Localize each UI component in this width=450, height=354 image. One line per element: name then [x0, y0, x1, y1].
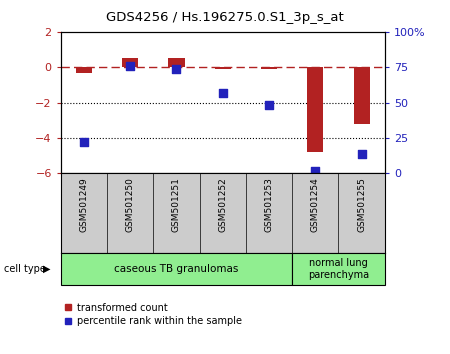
Bar — [168, 58, 184, 67]
Text: normal lung
parenchyma: normal lung parenchyma — [308, 258, 369, 280]
Text: GSM501252: GSM501252 — [218, 177, 227, 232]
Text: GDS4256 / Hs.196275.0.S1_3p_s_at: GDS4256 / Hs.196275.0.S1_3p_s_at — [106, 11, 344, 24]
Text: ▶: ▶ — [43, 264, 50, 274]
Bar — [61, 253, 292, 285]
Point — [80, 139, 87, 145]
Text: GSM501250: GSM501250 — [126, 177, 135, 232]
Text: GSM501251: GSM501251 — [172, 177, 181, 232]
Bar — [261, 67, 277, 69]
Text: caseous TB granulomas: caseous TB granulomas — [114, 264, 238, 274]
Bar — [122, 57, 138, 67]
Bar — [292, 253, 385, 285]
Text: cell type: cell type — [4, 264, 46, 274]
Point — [358, 151, 365, 156]
Point — [312, 168, 319, 173]
Bar — [354, 67, 370, 124]
Text: GSM501254: GSM501254 — [311, 177, 320, 232]
Legend: transformed count, percentile rank within the sample: transformed count, percentile rank withi… — [60, 299, 246, 330]
Text: GSM501255: GSM501255 — [357, 177, 366, 232]
Text: GSM501253: GSM501253 — [265, 177, 274, 232]
Point — [126, 63, 134, 69]
Point — [266, 103, 273, 108]
Point — [173, 66, 180, 72]
Text: GSM501249: GSM501249 — [79, 177, 88, 232]
Point — [219, 90, 226, 96]
Bar — [76, 67, 92, 73]
Bar — [307, 67, 324, 152]
Bar — [215, 67, 231, 69]
